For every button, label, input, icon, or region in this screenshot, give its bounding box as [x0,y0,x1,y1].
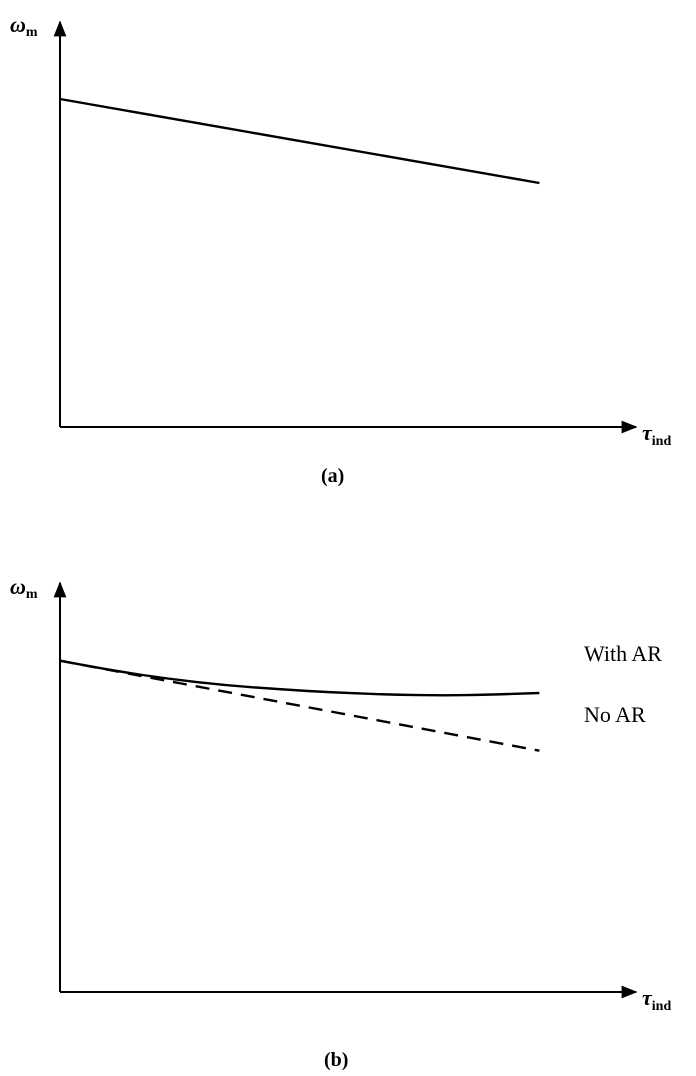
series-line-line-1 [59,97,540,185]
series-label-no-ar: No AR [584,702,646,727]
panel-label-a: (a) [321,465,344,487]
panel-label-b: (b) [324,1049,348,1071]
series-line-with-ar [59,659,540,697]
series-label-with-ar: With AR [584,641,662,666]
y-axis-label: ωm [10,574,38,602]
series-group [59,659,540,752]
series-group [59,97,540,185]
chart-panel-b: ωm τind With AR No AR (b) [10,574,671,1071]
y-axis-label: ωm [10,12,38,40]
series-line-no-ar [59,659,540,752]
x-axis-label: τind [642,420,671,449]
chart-panel-a: ωm τind (a) [10,12,671,487]
x-axis-label: τind [642,985,671,1014]
